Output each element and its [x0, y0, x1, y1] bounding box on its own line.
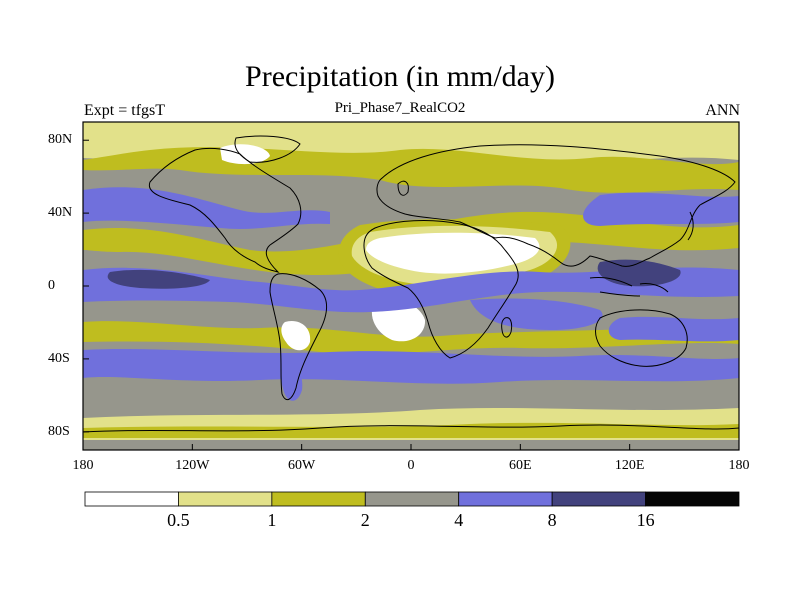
colorbar-label: 2 — [360, 510, 370, 530]
field-region-s-storm-track — [83, 349, 739, 384]
y-tick-label: 80S — [48, 423, 70, 439]
field-region-n-pacific-blue — [583, 192, 739, 226]
field-region-n-storm-track — [83, 187, 330, 229]
field-region-greenland-white — [220, 144, 270, 165]
coastline-north-america — [148, 147, 302, 273]
coastline-eurasia — [376, 144, 736, 267]
axis-ticks — [82, 139, 740, 450]
colorbar-swatch — [551, 491, 646, 507]
colorbar-swatch — [84, 491, 179, 507]
field-region-antarctic-band — [83, 422, 739, 438]
x-tick-label: 180 — [72, 458, 94, 473]
y-tick-label: 40S — [48, 350, 70, 366]
colorbar-swatch — [271, 491, 366, 507]
precip-field — [83, 122, 739, 450]
plot-subtitle: Pri_Phase7_RealCO2 — [334, 100, 466, 116]
y-tick-label: 40N — [48, 205, 73, 221]
colorbar-label: 4 — [454, 510, 464, 530]
coastlines — [83, 135, 739, 433]
coastline-madagascar — [501, 317, 513, 338]
field-region-sahara-white — [366, 232, 540, 274]
field-region-e-pacific-dark — [107, 269, 210, 289]
colorbar-swatch — [178, 491, 273, 507]
colorbar-label: 8 — [547, 510, 557, 530]
season-label: ANN — [705, 102, 740, 119]
plot-title: Precipitation (in mm/day) — [245, 60, 555, 93]
field-region-warm-pool-dark — [597, 259, 681, 287]
x-tick-label: 180 — [728, 458, 750, 473]
colorbar-label: 16 — [636, 510, 655, 530]
coastline-indonesia — [589, 277, 669, 297]
colorbar-label: 0.5 — [167, 510, 190, 530]
x-tick-label: 120E — [614, 458, 645, 473]
field-region-indian-ocean-blue — [470, 298, 603, 330]
coastline-africa — [363, 220, 519, 359]
coastline-south-america — [269, 273, 327, 401]
field-region-s-america-desert — [281, 320, 311, 351]
colorbar-swatch — [364, 491, 460, 507]
field-region-itcz-blue — [83, 267, 739, 313]
x-tick-label: 60W — [288, 458, 316, 473]
field-region-sw-pacific-blue — [608, 316, 739, 342]
coastline-greenland — [234, 135, 301, 163]
x-tick-label: 60E — [509, 458, 532, 473]
coastline-australia — [595, 309, 688, 367]
colorbar-label: 1 — [267, 510, 277, 530]
coastline-antarctica — [83, 424, 739, 433]
x-tick-label: 0 — [407, 458, 415, 473]
coastline-japan — [687, 211, 694, 241]
y-tick-label: 80N — [48, 132, 73, 148]
colorbar-swatch — [645, 491, 740, 507]
x-tick-label: 120W — [175, 458, 210, 473]
colorbar — [84, 491, 740, 507]
coastline-uk — [397, 180, 409, 196]
experiment-label: Expt = tfgsT — [84, 102, 166, 119]
colorbar-swatch — [458, 491, 553, 507]
y-tick-label: 0 — [48, 278, 55, 293]
